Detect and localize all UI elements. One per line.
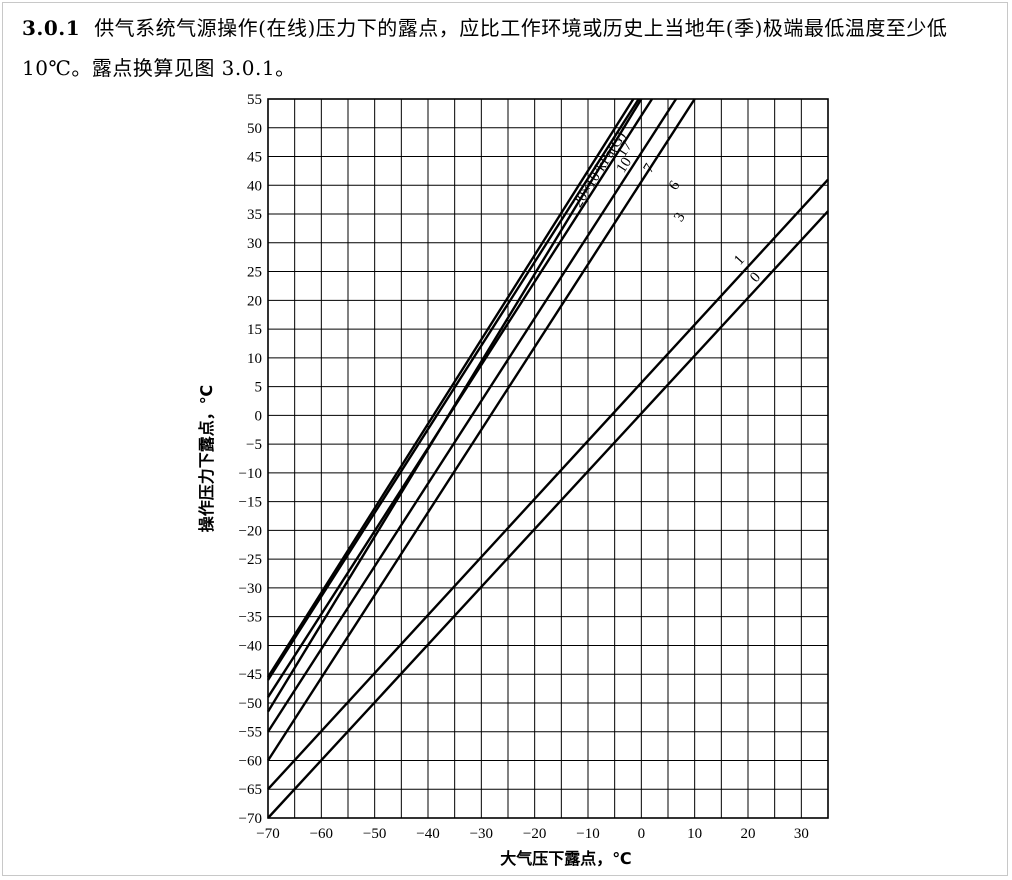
y-tick-label: −55 (239, 725, 262, 741)
y-tick-label: 55 (247, 92, 262, 108)
x-tick-label: −20 (523, 826, 546, 842)
plot-border (267, 98, 829, 819)
x-tick-label: −10 (576, 826, 599, 842)
clause-paragraph: 3.0.1 供气系统气源操作(在线)压力下的露点，应比工作环境或历史上当地年(季)… (22, 8, 997, 88)
x-axis-title: 大气压下露点，℃ (500, 849, 631, 868)
y-tick-label: 45 (247, 150, 262, 166)
y-tick-label: −45 (239, 667, 262, 683)
y-tick-label: 25 (247, 265, 262, 281)
series-line-3 (266, 98, 678, 733)
y-tick-label: −10 (239, 466, 262, 482)
y-tick-label: −5 (246, 437, 262, 453)
curve-label-4: 7 (641, 161, 659, 176)
y-tick-label: 30 (247, 236, 262, 252)
y-axis-title: 操作压力下露点，℃ (197, 385, 216, 532)
chart-grid (267, 98, 829, 819)
curve-label-1: 1 (731, 252, 748, 268)
x-tick-label: −50 (363, 826, 386, 842)
x-tick-label: −70 (256, 826, 279, 842)
y-tick-label: 5 (255, 380, 263, 396)
series-line-6 (266, 98, 640, 681)
series-line-1 (267, 178, 829, 791)
y-tick-label: −50 (239, 696, 262, 712)
y-tick-label: −60 (239, 753, 262, 769)
x-tick-label: 0 (638, 826, 646, 842)
x-tick-label: 30 (794, 826, 809, 842)
y-tick-label: 40 (247, 178, 262, 194)
x-tick-label: 10 (687, 826, 702, 842)
y-tick-label: 10 (247, 351, 262, 367)
x-tick-label: −30 (470, 826, 493, 842)
x-tick-label: 20 (741, 826, 756, 842)
y-tick-label: −70 (239, 811, 262, 827)
clause-text: 供气系统气源操作(在线)压力下的露点，应比工作环境或历史上当地年(季)极端最低温… (22, 16, 948, 80)
curve-label-5: 10 (614, 155, 636, 176)
clause-number: 3.0.1 (22, 16, 81, 40)
y-tick-label: −65 (239, 782, 262, 798)
curve-label-2: 3 (671, 210, 689, 225)
series-line-0 (267, 210, 829, 819)
y-tick-label: −40 (239, 638, 262, 654)
x-tick-labels: −70 −60 −50 −40 −30 −20 −10 0 10 20 30 (256, 826, 809, 842)
x-tick-label: −60 (310, 826, 333, 842)
y-tick-label: −25 (239, 552, 262, 568)
y-tick-label: −30 (239, 581, 262, 597)
y-tick-label: 15 (247, 322, 262, 338)
y-tick-labels: 5550454035302520151050−5−10−15−20−25−30−… (239, 92, 262, 827)
series-line-5 (266, 98, 654, 698)
y-tick-label: 20 (247, 293, 262, 309)
y-tick-label: 35 (247, 207, 262, 223)
y-tick-label: 50 (247, 121, 262, 137)
chart-series (266, 98, 829, 819)
x-tick-label: −40 (416, 826, 439, 842)
y-tick-label: −15 (239, 495, 262, 511)
series-line-7 (266, 98, 635, 678)
curve-label-3: 6 (666, 178, 684, 193)
y-tick-label: −20 (239, 523, 262, 539)
y-tick-label: 0 (255, 408, 263, 424)
series-line-2 (266, 98, 696, 762)
y-tick-label: −35 (239, 610, 262, 626)
